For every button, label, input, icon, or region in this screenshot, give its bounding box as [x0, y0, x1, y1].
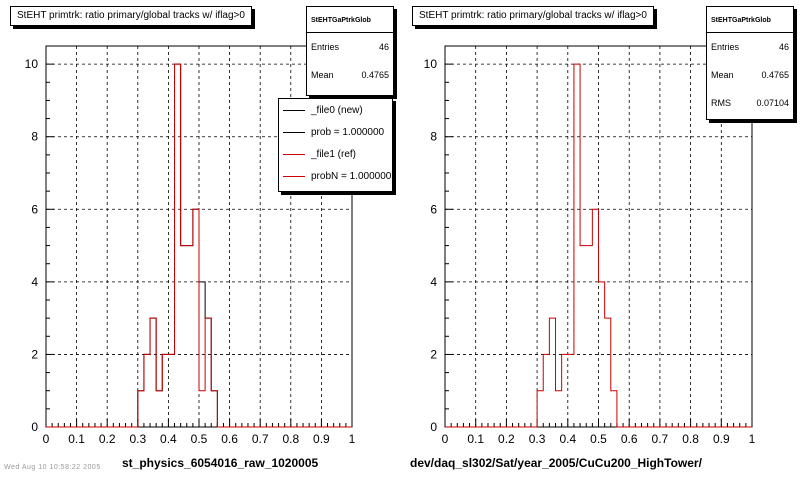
right-histogram-ref [445, 63, 752, 428]
legend-label-ref: _file1 (ref) [311, 148, 357, 160]
legend-label-probn: probN = 1.000000 [311, 170, 392, 182]
legend-item-probn: probN = 1.000000 [279, 165, 392, 187]
right-xtick-label: 1 [749, 432, 756, 446]
right-stats-mean-value: 0.4765 [761, 70, 789, 80]
legend-line-prob [283, 131, 305, 133]
legend-label-prob: prob = 1.000000 [311, 126, 385, 138]
left-xtick-label: 0.8 [282, 432, 299, 446]
legend-line-probn [283, 175, 305, 177]
right-ytick-label: 4 [430, 275, 437, 289]
left-stats-entries-label: Entries [311, 42, 340, 52]
right-xtick-label: 0 [442, 432, 449, 446]
left-ytick-label: 4 [31, 275, 38, 289]
left-stats-box: StEHTGaPtrkGlob Entries 46 Mean 0.4765 [306, 6, 394, 96]
left-histogram-ref [46, 63, 352, 428]
right-stats-entries-value: 46 [778, 42, 789, 52]
left-xtick-label: 0.6 [221, 432, 238, 446]
left-stats-mean-label: Mean [311, 70, 334, 80]
left-title-box: StEHT primtrk: ratio primary/global trac… [10, 6, 252, 26]
legend-line-ref [283, 153, 305, 155]
right-stats-rms-label: RMS [711, 98, 731, 108]
right-xtick-label: 0.1 [467, 432, 484, 446]
left-ytick-label: 10 [25, 57, 39, 71]
left-title: StEHT primtrk: ratio primary/global trac… [17, 10, 245, 21]
left-stats-name: StEHTGaPtrkGlob [307, 7, 393, 33]
legend-box: _file0 (new) prob = 1.000000 _file1 (ref… [278, 98, 393, 192]
left-stats-entries-value: 46 [378, 42, 389, 52]
legend-item-prob: prob = 1.000000 [279, 121, 392, 143]
right-title: StEHT primtrk: ratio primary/global trac… [419, 10, 647, 21]
left-ytick-label: 6 [31, 202, 38, 216]
right-title-box: StEHT primtrk: ratio primary/global trac… [412, 6, 654, 26]
right-ytick-label: 2 [430, 347, 437, 361]
right-xtick-label: 0.8 [682, 432, 699, 446]
left-xtick-label: 0.5 [191, 432, 208, 446]
legend-item-ref: _file1 (ref) [279, 143, 392, 165]
left-xtick-label: 0.3 [129, 432, 146, 446]
timestamp-footnote: Wed Aug 10 10:58:22 2005 [4, 464, 101, 471]
right-stats-mean-row: Mean 0.4765 [707, 61, 793, 89]
left-xtick-label: 0.4 [160, 432, 177, 446]
right-ytick-label: 10 [424, 57, 438, 71]
right-xaxis-title: dev/daq_sl302/Sat/year_2005/CuCu200_High… [410, 456, 702, 470]
right-stats-rms-row: RMS 0.07104 [707, 89, 793, 117]
right-stats-box: StEHTGaPtrkGlob Entries 46 Mean 0.4765 R… [706, 6, 794, 120]
left-xtick-label: 1 [349, 432, 356, 446]
right-xtick-label: 0.5 [590, 432, 607, 446]
right-ytick-label: 8 [430, 130, 437, 144]
right-xtick-label: 0.6 [621, 432, 638, 446]
right-xtick-label: 0.7 [652, 432, 669, 446]
left-ytick-label: 0 [31, 420, 38, 434]
right-stats-rms-value: 0.07104 [756, 98, 789, 108]
right-xtick-label: 0.4 [559, 432, 576, 446]
right-ytick-label: 0 [430, 420, 437, 434]
right-stats-entries-row: Entries 46 [707, 33, 793, 61]
legend-label-new: _file0 (new) [311, 104, 363, 116]
left-xtick-label: 0 [43, 432, 50, 446]
left-xtick-label: 0.7 [252, 432, 269, 446]
right-stats-mean-label: Mean [711, 70, 734, 80]
right-xtick-label: 0.3 [529, 432, 546, 446]
left-xaxis-title: st_physics_6054016_raw_1020005 [122, 456, 319, 470]
right-ytick-label: 6 [430, 202, 437, 216]
left-xtick-label: 0.1 [68, 432, 85, 446]
left-stats-mean-row: Mean 0.4765 [307, 61, 393, 89]
left-xtick-label: 0.9 [313, 432, 330, 446]
left-xtick-label: 0.2 [99, 432, 116, 446]
left-ytick-label: 8 [31, 130, 38, 144]
right-xtick-label: 0.9 [713, 432, 730, 446]
left-stats-entries-row: Entries 46 [307, 33, 393, 61]
right-xtick-label: 0.2 [498, 432, 515, 446]
legend-line-new [283, 109, 305, 111]
right-stats-entries-label: Entries [711, 42, 740, 52]
left-ytick-label: 2 [31, 347, 38, 361]
legend-item-new: _file0 (new) [279, 99, 392, 121]
right-stats-name: StEHTGaPtrkGlob [707, 7, 793, 33]
left-stats-mean-value: 0.4765 [361, 70, 389, 80]
